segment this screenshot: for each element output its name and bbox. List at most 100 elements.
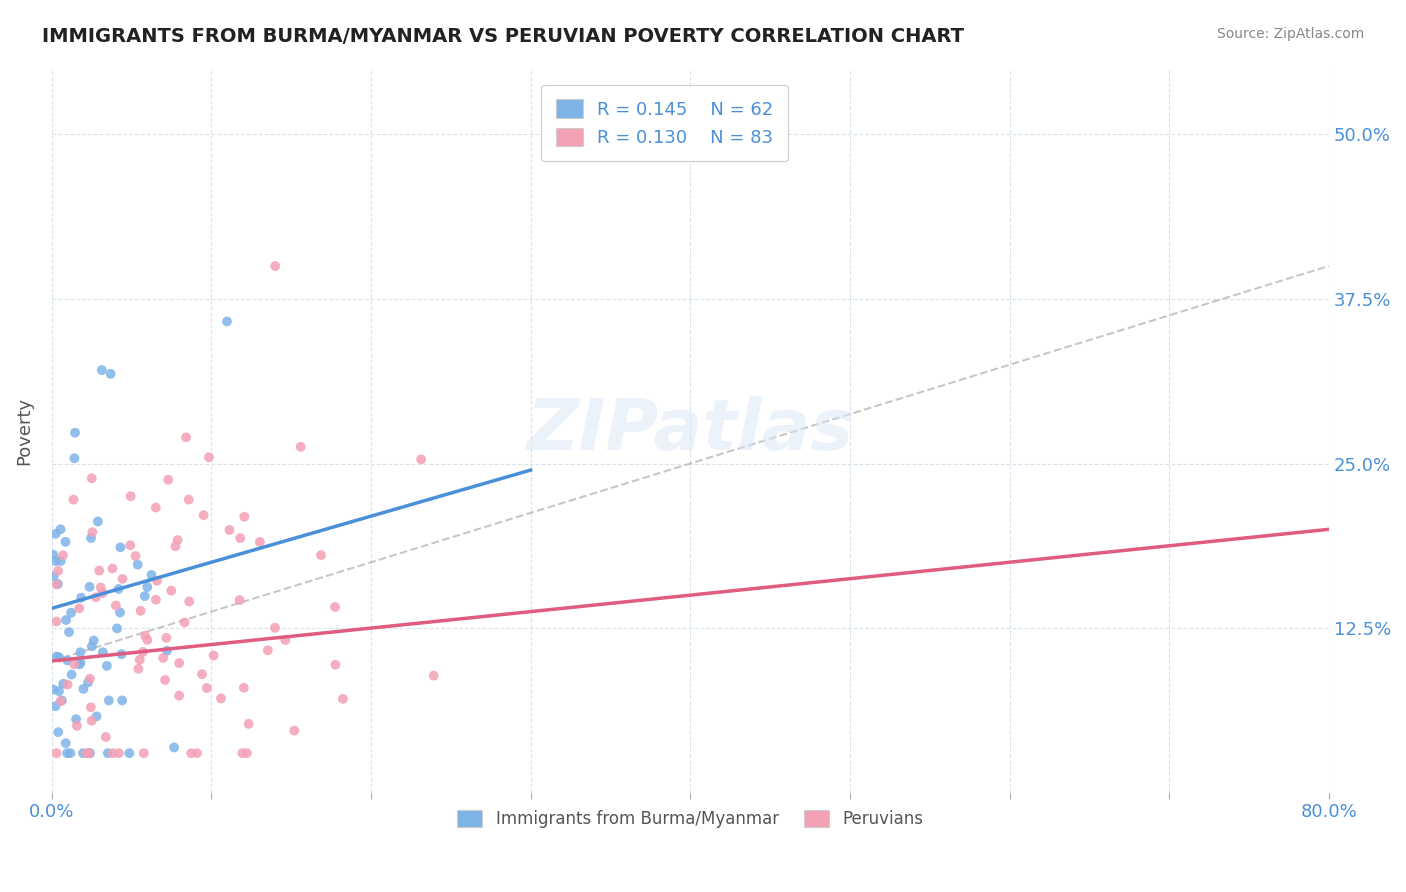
- Point: [104, 599, 127, 613]
- Point: [77, 675, 100, 690]
- Point: [134, 629, 156, 643]
- Point: [110, 647, 132, 661]
- Point: [290, 440, 312, 454]
- Point: [63, 451, 86, 466]
- Point: [80, 639, 103, 653]
- Point: [193, 508, 215, 523]
- Point: [177, 492, 200, 507]
- Point: [209, 691, 232, 706]
- Point: [56, 653, 79, 667]
- Point: [80, 531, 103, 545]
- Point: [108, 606, 131, 620]
- Point: [49, 522, 72, 536]
- Point: [229, 531, 252, 545]
- Point: [96, 659, 118, 673]
- Point: [80, 714, 103, 728]
- Point: [45, 577, 67, 591]
- Point: [63, 425, 86, 440]
- Point: [97, 746, 120, 760]
- Point: [155, 631, 177, 645]
- Point: [79, 672, 101, 686]
- Point: [128, 653, 150, 667]
- Point: [195, 681, 218, 695]
- Point: [249, 535, 271, 549]
- Text: Source: ZipAtlas.com: Source: ZipAtlas.com: [1216, 27, 1364, 41]
- Point: [228, 593, 250, 607]
- Point: [264, 621, 287, 635]
- Point: [76, 746, 98, 760]
- Point: [60, 606, 83, 620]
- Point: [111, 572, 134, 586]
- Point: [67, 657, 90, 672]
- Point: [100, 367, 122, 381]
- Point: [86, 709, 108, 723]
- Point: [179, 594, 201, 608]
- Text: ZIPatlas: ZIPatlas: [527, 396, 853, 465]
- Point: [132, 645, 155, 659]
- Point: [132, 746, 155, 760]
- Point: [215, 314, 238, 328]
- Point: [56, 677, 79, 691]
- Point: [59, 746, 82, 760]
- Point: [146, 574, 169, 588]
- Point: [91, 586, 114, 600]
- Point: [66, 719, 89, 733]
- Point: [160, 583, 183, 598]
- Point: [44, 526, 66, 541]
- Point: [67, 601, 90, 615]
- Point: [202, 648, 225, 663]
- Point: [46, 577, 69, 591]
- Legend: Immigrants from Burma/Myanmar, Peruvians: Immigrants from Burma/Myanmar, Peruvians: [451, 804, 929, 835]
- Point: [118, 746, 141, 760]
- Point: [256, 643, 278, 657]
- Point: [167, 689, 190, 703]
- Point: [80, 700, 103, 714]
- Point: [127, 662, 149, 676]
- Point: [167, 656, 190, 670]
- Point: [120, 538, 142, 552]
- Point: [44, 699, 66, 714]
- Point: [62, 492, 84, 507]
- Point: [91, 645, 114, 659]
- Point: [332, 691, 354, 706]
- Point: [52, 677, 75, 691]
- Point: [52, 549, 75, 563]
- Point: [45, 615, 67, 629]
- Point: [166, 533, 188, 547]
- Point: [325, 657, 347, 672]
- Point: [51, 693, 73, 707]
- Point: [105, 621, 128, 635]
- Point: [120, 489, 142, 503]
- Point: [97, 693, 120, 707]
- Point: [231, 746, 253, 760]
- Point: [48, 684, 70, 698]
- Point: [72, 681, 94, 696]
- Point: [191, 667, 214, 681]
- Point: [69, 645, 91, 659]
- Point: [163, 740, 186, 755]
- Point: [63, 657, 86, 672]
- Point: [90, 363, 112, 377]
- Point: [45, 554, 67, 568]
- Point: [233, 509, 256, 524]
- Point: [48, 650, 70, 665]
- Point: [156, 644, 179, 658]
- Point: [127, 558, 149, 572]
- Point: [79, 746, 101, 760]
- Point: [198, 450, 221, 465]
- Point: [60, 667, 83, 681]
- Point: [55, 736, 77, 750]
- Point: [145, 500, 167, 515]
- Point: [55, 613, 77, 627]
- Point: [108, 746, 131, 760]
- Point: [309, 548, 332, 562]
- Point: [411, 452, 433, 467]
- Point: [42, 569, 65, 583]
- Point: [42, 682, 65, 697]
- Point: [70, 591, 93, 605]
- Point: [236, 746, 259, 760]
- Point: [107, 582, 129, 596]
- Point: [124, 549, 146, 563]
- Point: [323, 599, 346, 614]
- Point: [157, 473, 180, 487]
